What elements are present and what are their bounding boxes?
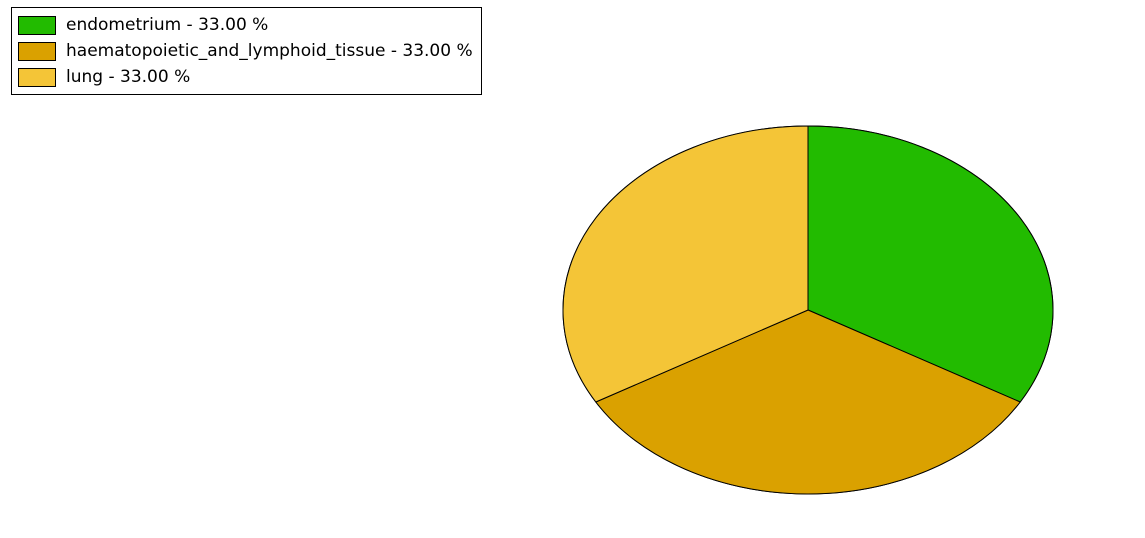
legend-swatch-icon — [18, 16, 56, 35]
pie-svg — [561, 124, 1055, 496]
legend-label: haematopoietic_and_lymphoid_tissue - 33.… — [66, 41, 473, 61]
legend-label: endometrium - 33.00 % — [66, 15, 268, 35]
chart-canvas: endometrium - 33.00 % haematopoietic_and… — [0, 0, 1145, 538]
legend-item: endometrium - 33.00 % — [18, 12, 473, 38]
legend-swatch-icon — [18, 68, 56, 87]
legend-item: lung - 33.00 % — [18, 64, 473, 90]
legend: endometrium - 33.00 % haematopoietic_and… — [11, 7, 482, 95]
legend-item: haematopoietic_and_lymphoid_tissue - 33.… — [18, 38, 473, 64]
legend-swatch-icon — [18, 42, 56, 61]
legend-label: lung - 33.00 % — [66, 67, 190, 87]
pie-chart — [561, 124, 1055, 496]
